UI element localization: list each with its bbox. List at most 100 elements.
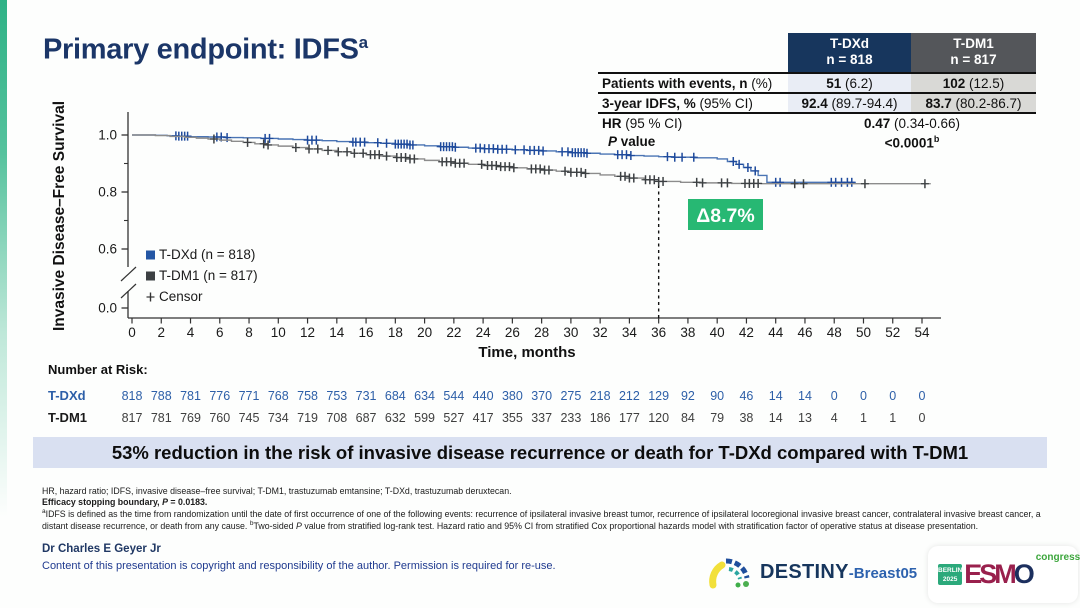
results-row-idfs-tdxd: 92.4 (89.7-94.4): [788, 94, 911, 112]
x-tick-label: 32: [593, 325, 608, 340]
results-row-hr-label: HR (95 % CI): [602, 116, 683, 131]
results-row-idfs: 3-year IDFS, % (95% CI) 92.4 (89.7-94.4)…: [598, 94, 1036, 114]
x-tick-label: 30: [563, 325, 578, 340]
results-table-header-tdm1: T-DM1 n = 817: [911, 33, 1036, 72]
x-tick-label: 48: [827, 325, 842, 340]
results-table-header-tdxd: T-DXd n = 818: [788, 33, 911, 72]
risk-value: 734: [268, 411, 289, 425]
risk-value: 817: [122, 411, 143, 425]
risk-value: 233: [560, 411, 581, 425]
risk-value: 818: [122, 389, 143, 403]
destiny-logo-icon: [709, 558, 750, 589]
x-tick-label: 22: [446, 325, 461, 340]
x-tick-label: 36: [651, 325, 666, 340]
risk-value: 0: [919, 411, 926, 425]
risk-value: 1: [860, 411, 867, 425]
x-tick-label: 12: [300, 325, 315, 340]
results-row-pvalue-label: P value: [608, 134, 656, 149]
x-axis-title: Time, months: [478, 344, 575, 361]
risk-value: 776: [209, 389, 230, 403]
destiny-breast05-logo: DESTINY-Breast05: [704, 552, 917, 592]
risk-value: 753: [326, 389, 347, 403]
x-tick-label: 26: [505, 325, 520, 340]
copyright-notice: Content of this presentation is copyrigh…: [42, 560, 556, 572]
risk-row-label: T-DM1: [48, 410, 87, 425]
risk-value: 212: [619, 389, 640, 403]
results-row-pvalue: P value <0.0001b: [598, 132, 1036, 151]
results-row-pvalue-value: <0.0001b: [884, 134, 940, 151]
page-title: Primary endpoint: IDFSa: [43, 33, 368, 67]
page-title-superscript: a: [358, 33, 368, 52]
risk-value: 758: [297, 389, 318, 403]
risk-value: 0: [919, 389, 926, 403]
x-tick-label: 38: [680, 325, 695, 340]
km-chart: 1.0 0.8 0.6 0.0 Invasive Disease–Free Surviv…: [48, 101, 941, 425]
legend-label: T-DXd (n = 818): [159, 247, 255, 262]
esmo-congress-logo: BERLIN 2025 ESMO congress: [928, 546, 1080, 603]
results-table-header-row: T-DXd n = 818 T-DM1 n = 817: [598, 33, 1036, 74]
x-tick-label: 8: [245, 325, 253, 340]
key-message-banner: 53% reduction in the risk of invasive di…: [33, 437, 1047, 468]
risk-value: 440: [473, 389, 494, 403]
tdxd-header-name: T-DXd: [830, 36, 869, 51]
results-row-hr-value: 0.47 (0.34-0.66): [863, 116, 961, 131]
x-tick-label: 40: [710, 325, 725, 340]
x-tick-label: 6: [216, 325, 224, 340]
risk-value: 781: [180, 389, 201, 403]
risk-value: 632: [385, 411, 406, 425]
x-tick-label: 20: [417, 325, 432, 340]
results-row-events: Patients with events, n (%) 51 (6.2) 102…: [598, 74, 1036, 94]
x-tick-label: 46: [797, 325, 812, 340]
risk-value: 769: [180, 411, 201, 425]
risk-value: 90: [710, 389, 724, 403]
risk-value: 599: [414, 411, 435, 425]
y-tick-label: 0.6: [98, 242, 117, 257]
esmo-wordmark: ESMO: [964, 559, 1035, 589]
delta-annotation-text: Δ8.7%: [696, 205, 754, 227]
x-tick-label: 44: [768, 325, 784, 340]
risk-value: 771: [239, 389, 260, 403]
risk-value: 781: [151, 411, 172, 425]
risk-value: 92: [681, 389, 695, 403]
risk-value: 275: [560, 389, 581, 403]
risk-value: 370: [531, 389, 552, 403]
y-axis-title: Invasive Disease–Free Survival: [51, 101, 68, 331]
risk-value: 13: [798, 411, 812, 425]
km-curve-t-dm1: [132, 134, 931, 185]
risk-value: 634: [414, 389, 435, 403]
risk-value: 380: [502, 389, 523, 403]
x-tick-label: 50: [856, 325, 871, 340]
y-tick-label: 0.8: [98, 185, 117, 200]
risk-value: 4: [831, 411, 838, 425]
risk-value: 14: [769, 389, 783, 403]
risk-value: 768: [268, 389, 289, 403]
risk-value: 788: [151, 389, 172, 403]
number-at-risk-title: Number at Risk:: [48, 362, 148, 377]
risk-value: 684: [385, 389, 406, 403]
risk-value: 129: [648, 389, 669, 403]
x-tick-label: 42: [739, 325, 754, 340]
risk-value: 120: [648, 411, 669, 425]
km-curve-t-dxd: [132, 134, 855, 184]
y-tick-label: 0.0: [98, 301, 117, 316]
risk-value: 218: [590, 389, 611, 403]
risk-value: 0: [860, 389, 867, 403]
risk-value: 745: [239, 411, 260, 425]
results-row-hr: HR (95 % CI) 0.47 (0.34-0.66): [598, 114, 1036, 132]
x-tick-label: 34: [622, 325, 638, 340]
risk-value: 527: [443, 411, 464, 425]
censor-marks-t-dxd: [171, 131, 856, 187]
tdm1-header-name: T-DM1: [953, 36, 994, 51]
results-row-events-label: Patients with events, n (%): [602, 76, 773, 91]
results-row-events-tdxd: 51 (6.2): [788, 74, 911, 92]
tdxd-header-n: n = 818: [826, 52, 873, 67]
risk-value: 544: [443, 389, 464, 403]
legend-label: Censor: [159, 289, 203, 304]
footnote-definitions: aIDFS is defined as the time from random…: [42, 508, 1041, 532]
x-tick-label: 14: [329, 325, 345, 340]
risk-value: 46: [739, 389, 753, 403]
risk-value: 177: [619, 411, 640, 425]
number-at-risk: Number at Risk: T-DXd 818 788 781 776 771 768 75…: [48, 362, 926, 425]
risk-value: 1: [889, 411, 896, 425]
page-title-text: Primary endpoint: IDFS: [43, 33, 359, 66]
